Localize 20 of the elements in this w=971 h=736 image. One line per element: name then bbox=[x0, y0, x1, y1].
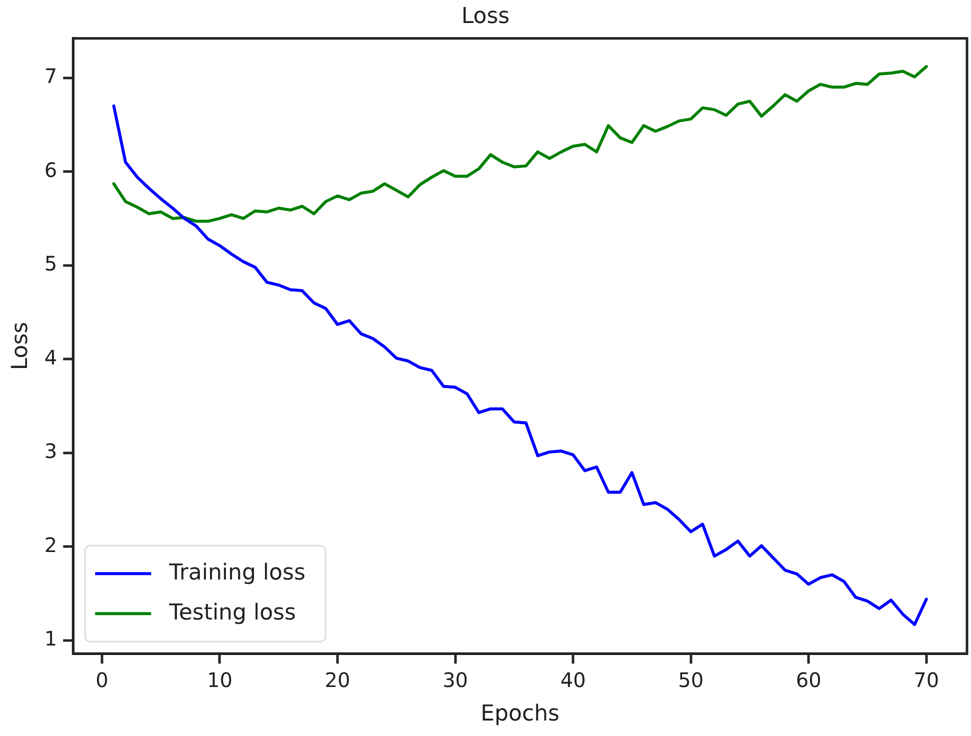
x-tick-label: 60 bbox=[796, 668, 822, 692]
x-tick-label: 50 bbox=[678, 668, 704, 692]
legend-label: Training loss bbox=[168, 560, 306, 586]
y-tick-label: 7 bbox=[44, 64, 58, 88]
legend-label: Testing loss bbox=[168, 600, 296, 626]
y-tick-label: 1 bbox=[44, 626, 58, 651]
x-tick-label: 20 bbox=[324, 668, 350, 692]
chart-title: Loss bbox=[461, 4, 510, 29]
y-tick-label: 6 bbox=[44, 158, 58, 182]
y-tick-label: 2 bbox=[44, 532, 58, 557]
x-tick-label: 10 bbox=[207, 668, 232, 692]
x-tick-label: 0 bbox=[96, 668, 108, 692]
x-tick-label: 70 bbox=[914, 668, 940, 692]
y-tick-label: 5 bbox=[44, 252, 58, 276]
y-tick-label: 3 bbox=[44, 439, 58, 464]
x-tick-label: 30 bbox=[442, 668, 468, 692]
y-tick-label: 4 bbox=[44, 345, 58, 370]
y-axis-title: Loss bbox=[8, 322, 33, 370]
x-tick-label: 40 bbox=[560, 668, 586, 692]
x-axis-title: Epochs bbox=[480, 702, 560, 727]
